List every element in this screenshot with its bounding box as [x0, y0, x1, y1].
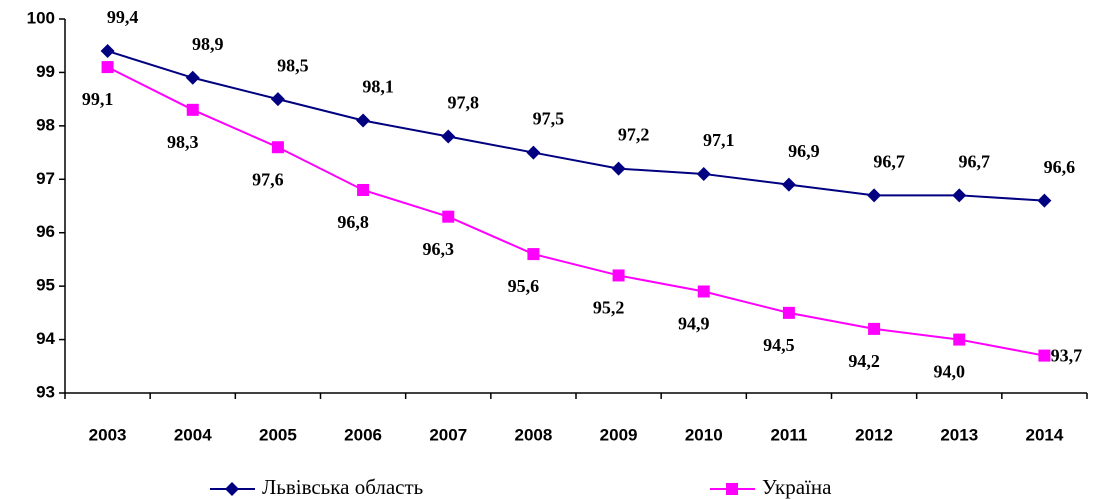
data-label: 96,6: [1044, 157, 1076, 177]
x-tick-label: 2012: [855, 425, 893, 444]
data-label: 96,7: [873, 151, 905, 171]
data-label: 98,3: [167, 132, 199, 152]
data-label: 97,8: [448, 93, 480, 113]
marker: [442, 210, 455, 223]
x-tick-label: 2009: [600, 425, 638, 444]
marker: [225, 482, 239, 496]
marker: [270, 92, 285, 107]
marker: [953, 333, 966, 346]
marker: [441, 129, 456, 144]
data-label: 94,9: [678, 314, 710, 334]
marker: [696, 166, 711, 181]
y-tick-label: 96: [36, 222, 55, 241]
marker: [867, 188, 882, 203]
x-tick-label: 2010: [685, 425, 723, 444]
data-label: 97,6: [252, 169, 284, 189]
line: [107, 50, 1045, 202]
marker: [100, 44, 115, 59]
marker: [952, 188, 967, 203]
data-label: 94,5: [763, 335, 795, 355]
data-label: 97,2: [618, 125, 650, 145]
x-tick-label: 2014: [1026, 425, 1064, 444]
data-label: 95,6: [508, 276, 540, 296]
marker: [185, 70, 200, 85]
data-label: 97,5: [533, 109, 565, 129]
y-tick-label: 99: [36, 62, 55, 81]
marker: [271, 141, 284, 154]
x-tick-label: 2008: [515, 425, 553, 444]
marker: [697, 285, 710, 298]
data-label: 99,1: [82, 89, 114, 109]
y-tick-label: 100: [27, 8, 55, 27]
data-label: 95,2: [593, 298, 625, 318]
data-label: 96,8: [337, 212, 369, 232]
x-tick-label: 2003: [89, 425, 127, 444]
marker: [526, 145, 541, 160]
marker: [781, 177, 796, 192]
y-tick-label: 93: [36, 382, 55, 401]
data-label: 98,9: [192, 34, 224, 54]
x-tick-label: 2013: [940, 425, 978, 444]
x-tick-label: 2007: [429, 425, 467, 444]
y-tick-label: 94: [36, 329, 55, 348]
x-tick-label: 2006: [344, 425, 382, 444]
data-label: 98,1: [362, 77, 394, 97]
marker: [527, 248, 540, 261]
x-tick-label: 2005: [259, 425, 297, 444]
x-tick-label: 2011: [770, 425, 807, 444]
marker: [1037, 193, 1052, 208]
marker: [186, 103, 199, 116]
marker: [1038, 349, 1051, 362]
y-tick-label: 98: [36, 115, 55, 134]
y-tick-label: 95: [36, 276, 55, 295]
data-label: 94,0: [934, 362, 966, 382]
marker: [726, 483, 738, 495]
marker: [612, 269, 625, 282]
data-label: 97,1: [703, 130, 735, 150]
marker: [357, 183, 370, 196]
data-label: 93,7: [1051, 346, 1083, 366]
legend-label: Львівська область: [262, 475, 423, 499]
legend-label: Україна: [762, 475, 832, 499]
data-label: 98,5: [277, 55, 309, 75]
marker: [356, 113, 371, 128]
data-label: 94,2: [848, 351, 880, 371]
marker: [101, 61, 114, 74]
data-label: 96,9: [788, 141, 820, 161]
marker: [782, 306, 795, 319]
marker: [868, 322, 881, 335]
y-tick-label: 97: [36, 169, 55, 188]
marker: [611, 161, 626, 176]
data-label: 96,3: [423, 239, 455, 259]
data-label: 96,7: [959, 151, 991, 171]
x-tick-label: 2004: [174, 425, 212, 444]
data-label: 99,4: [107, 7, 139, 27]
line: [107, 66, 1045, 357]
